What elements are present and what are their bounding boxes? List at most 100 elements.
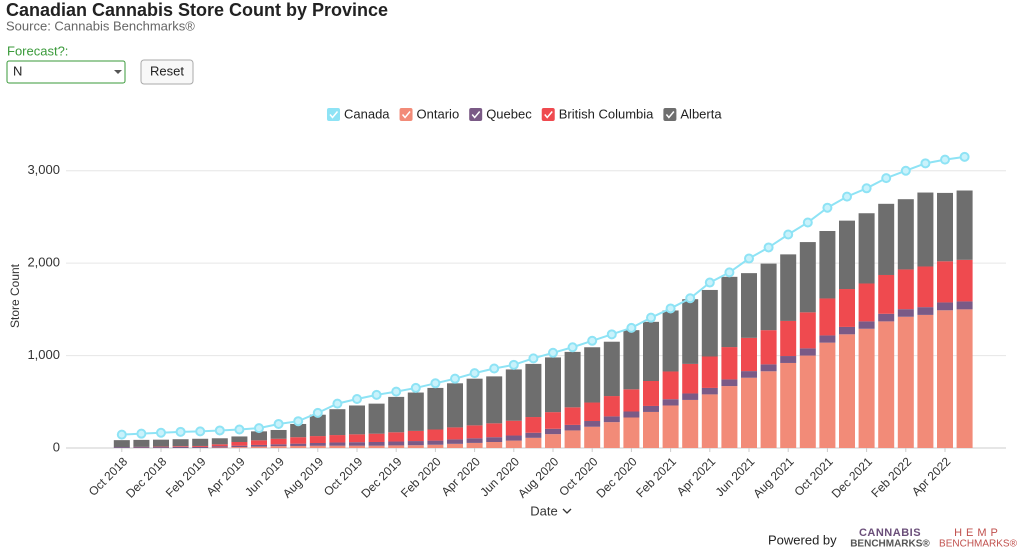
x-tick-label: Aug 2019: [280, 454, 326, 500]
forecast-select[interactable]: N: [6, 60, 126, 84]
bar-segment: [309, 445, 326, 448]
line-marker: [371, 389, 382, 400]
x-axis-chevron[interactable]: [562, 508, 572, 514]
line-marker: [567, 342, 578, 353]
bar-segment: [113, 447, 130, 448]
x-tick-label: Aug 2021: [750, 454, 796, 500]
legend-item[interactable]: Alberta: [663, 106, 722, 121]
bar-segment: [956, 259, 973, 302]
bar-segment: [780, 320, 797, 357]
bar-segment: [819, 335, 836, 343]
bar-segment: [368, 441, 385, 446]
bar-segment: [564, 407, 581, 425]
bar-segment: [917, 266, 934, 308]
button-label[interactable]: Reset: [150, 63, 184, 78]
bar-segment: [858, 321, 875, 329]
button-box[interactable]: [140, 59, 194, 85]
bar-segment: [682, 393, 699, 400]
bar-segment: [192, 446, 209, 448]
y-tick-label: 3,000: [27, 162, 60, 177]
bar-segment: [741, 273, 757, 338]
bar-segment: [525, 437, 542, 448]
line-marker: [606, 329, 617, 340]
bar-segment: [407, 430, 424, 442]
reset-button[interactable]: Reset: [140, 59, 194, 85]
logo-text: BENCHMARKS®: [939, 539, 1018, 550]
bar-segment: [956, 190, 973, 260]
bar-segment: [388, 432, 405, 442]
bar-segment: [701, 289, 718, 357]
bar-segment: [505, 435, 522, 441]
bar-segment: [937, 261, 953, 303]
line-marker: [508, 359, 519, 370]
bar-segment: [701, 394, 718, 448]
legend-label[interactable]: Canada: [344, 106, 390, 121]
bar-segment: [760, 330, 777, 365]
bar-segment: [917, 314, 934, 448]
bar-segment: [153, 447, 169, 448]
legend-label[interactable]: Alberta: [680, 106, 722, 121]
legend-check[interactable]: [401, 111, 411, 119]
legend-check[interactable]: [471, 111, 481, 119]
x-tick-label: Apr 2019: [203, 454, 248, 499]
line-marker: [704, 277, 715, 288]
line-marker: [273, 418, 284, 429]
legend-item[interactable]: Ontario: [399, 106, 460, 121]
bar-segment: [897, 316, 914, 448]
select-arrow[interactable]: [114, 70, 122, 74]
bar-segment: [878, 203, 895, 275]
bar-segment: [623, 330, 640, 390]
bar-segment: [290, 437, 307, 444]
legend-check[interactable]: [329, 111, 339, 119]
bar-segment: [329, 435, 346, 443]
logo-text: BENCHMARKS®: [850, 539, 930, 550]
bar-segment: [760, 364, 777, 372]
legend-check[interactable]: [665, 111, 675, 119]
bar-segment: [368, 445, 385, 448]
legend-item[interactable]: British Columbia: [541, 106, 654, 121]
legend-label[interactable]: Quebec: [486, 106, 532, 121]
bar-segment: [897, 309, 914, 317]
line-marker: [136, 428, 147, 439]
legend-item[interactable]: Canada: [327, 106, 390, 121]
legend-checkbox[interactable]: [327, 108, 340, 121]
bar-segment: [466, 425, 483, 439]
legend-item[interactable]: Quebec: [469, 106, 532, 121]
select-box[interactable]: [6, 60, 126, 84]
x-tick-label: Dec 2020: [594, 454, 640, 500]
bar-segment: [937, 310, 953, 448]
bar-segment: [662, 371, 679, 400]
line-marker: [842, 191, 852, 202]
legend-checkbox[interactable]: [541, 108, 555, 121]
bar-segment: [231, 436, 248, 442]
bar-segment: [878, 274, 895, 314]
legend-check[interactable]: [544, 111, 553, 119]
select-value[interactable]: N: [13, 63, 22, 78]
logo-text: CANNABIS: [859, 527, 921, 539]
legend-label[interactable]: Ontario: [417, 106, 460, 121]
line-marker: [489, 363, 500, 374]
bar-segment: [329, 409, 346, 436]
line-marker: [548, 347, 558, 358]
bar-segment: [172, 439, 189, 447]
bar-segment: [427, 440, 444, 445]
bar-segment: [329, 442, 346, 446]
bar-segment: [564, 430, 581, 448]
line-marker: [234, 424, 245, 435]
legend-checkbox[interactable]: [469, 108, 483, 121]
bar-segment: [741, 377, 757, 448]
bar-segment: [466, 442, 483, 448]
bar-segment: [486, 423, 503, 438]
bar-segment: [858, 283, 875, 322]
powered-by: Powered by: [768, 532, 837, 547]
line-marker: [116, 429, 127, 440]
legend-checkbox[interactable]: [663, 108, 677, 121]
legend-checkbox[interactable]: [399, 108, 413, 121]
logo-text: HEMP: [954, 527, 1002, 539]
legend-label[interactable]: British Columbia: [559, 106, 654, 121]
bar-segment: [721, 276, 738, 348]
line-marker: [744, 253, 754, 264]
bar-segment: [662, 310, 679, 372]
bar-segment: [309, 443, 326, 446]
